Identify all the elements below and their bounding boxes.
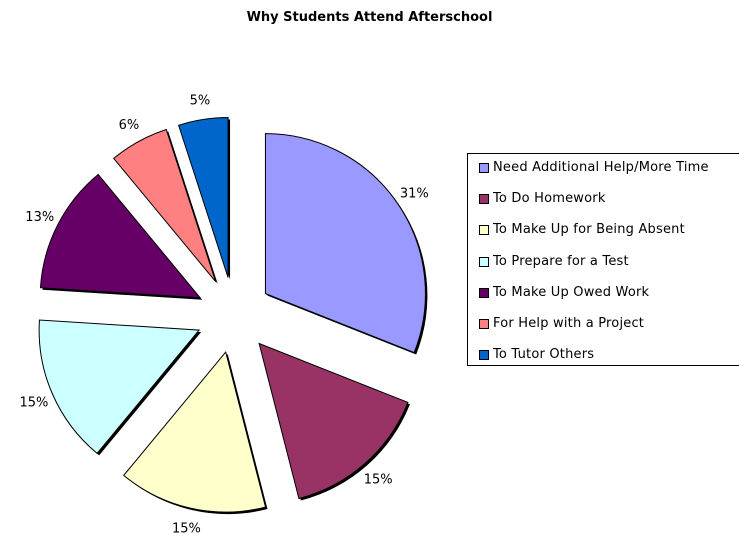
legend-label: To Prepare for a Test	[493, 253, 629, 269]
legend-swatch	[479, 287, 489, 298]
legend-swatch	[479, 350, 489, 361]
legend-swatch	[479, 194, 489, 205]
legend: Need Additional Help/More Time To Do Home…	[467, 153, 739, 366]
legend-label: To Make Up for Being Absent	[493, 222, 685, 238]
pie-slice	[123, 351, 267, 513]
pie-slice-value-label: 15%	[364, 473, 393, 488]
pie-slice	[113, 128, 217, 283]
legend-label: Need Additional Help/More Time	[493, 160, 709, 175]
legend-label: For Help with a Project	[493, 316, 645, 331]
legend-swatch	[479, 319, 489, 329]
pie-slice-value-label: 31%	[400, 186, 429, 201]
pie-slice	[258, 342, 409, 500]
pie-slice-value-label: 13%	[25, 210, 54, 225]
pie-slice	[177, 116, 229, 278]
legend-label: To Do Homework	[493, 191, 606, 207]
chart-title: Why Students Attend Afterschool	[246, 10, 493, 25]
legend-swatch	[479, 225, 489, 236]
pie-slice-value-label: 6%	[119, 118, 140, 133]
pie-slice	[39, 173, 202, 299]
pie-slice	[264, 133, 426, 354]
legend-label: To Make Up Owed Work	[493, 284, 650, 300]
pie-slice-value-label: 15%	[19, 396, 48, 411]
legend-label: To Tutor Others	[493, 347, 595, 363]
pie-slice-value-label: 5%	[190, 94, 211, 109]
pie-slice-value-label: 15%	[172, 522, 201, 536]
legend-swatch	[479, 256, 489, 267]
pie-slice	[38, 319, 201, 455]
legend-swatch	[479, 163, 489, 173]
